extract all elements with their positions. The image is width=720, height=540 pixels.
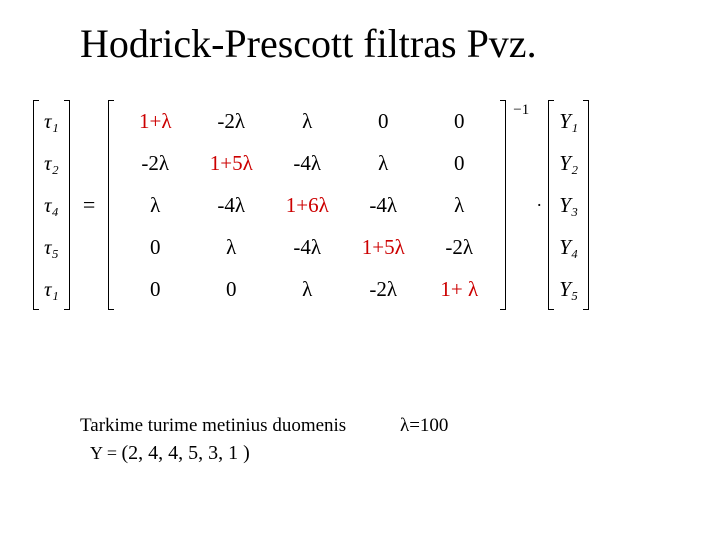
matrix-cell: 0	[117, 235, 193, 260]
matrix-cell: λ	[117, 193, 193, 218]
y-label: Y₂	[559, 151, 578, 176]
matrix-row: λ-4λ1+6λ-4λλ	[117, 193, 497, 218]
y-def-prefix: Y =	[90, 443, 121, 463]
matrix-cell: 1+λ	[117, 109, 193, 134]
y-label: Y₁	[559, 109, 578, 134]
matrix-cell: λ	[269, 109, 345, 134]
equals-sign: =	[73, 192, 105, 218]
matrix-cell: -4λ	[269, 151, 345, 176]
y-vector: Y₁ Y₂ Y₃ Y₄ Y₅	[545, 100, 592, 310]
matrix-cell: λ	[193, 235, 269, 260]
matrix-row: 00λ-2λ1+ λ	[117, 277, 497, 302]
note-text: Tarkime turime metinius duomenis	[80, 415, 346, 437]
matrix-cell: 0	[421, 109, 497, 134]
tau-label: τ₂	[44, 151, 59, 176]
matrix-cell: -4λ	[193, 193, 269, 218]
dot-operator: ·	[533, 195, 545, 216]
tau-label: τ₁	[44, 109, 59, 134]
matrix-cell: -4λ	[269, 235, 345, 260]
matrix-cell: -4λ	[345, 193, 421, 218]
matrix-cell: -2λ	[193, 109, 269, 134]
matrix: 1+λ-2λλ00-2λ1+5λ-4λλ0λ-4λ1+6λ-4λλ0λ-4λ1+…	[105, 100, 509, 310]
matrix-cell: -2λ	[421, 235, 497, 260]
matrix-cell: 1+ λ	[421, 277, 497, 302]
matrix-cell: λ	[421, 193, 497, 218]
matrix-cell: 0	[421, 151, 497, 176]
matrix-cell: 0	[345, 109, 421, 134]
y-definition: Y = (2, 4, 4, 5, 3, 1 )	[90, 442, 250, 465]
matrix-row: 0λ-4λ1+5λ-2λ	[117, 235, 497, 260]
tau-label: τ₅	[44, 235, 59, 260]
matrix-cell: 1+6λ	[269, 193, 345, 218]
matrix-cell: 0	[117, 277, 193, 302]
matrix-cell: λ	[345, 151, 421, 176]
page-title: Hodrick-Prescott filtras Pvz.	[80, 20, 537, 67]
tau-vector: τ₁ τ₂ τ₄ τ₅ τ₁	[30, 100, 73, 310]
matrix-row: 1+λ-2λλ00	[117, 109, 497, 134]
matrix-cell: λ	[269, 277, 345, 302]
inverse-superscript: −1	[509, 102, 533, 119]
equation: τ₁τ₂τ₄τ₅τ₁ = 1+λ-2λλ00-2λ1+5λ-4λλ0λ-4λ1+…	[30, 100, 705, 310]
matrix-cell: 1+5λ	[193, 151, 269, 176]
y-label: Y₅	[559, 277, 578, 302]
tau-label: τ₁	[44, 277, 59, 302]
matrix-row: -2λ1+5λ-4λλ0	[117, 151, 497, 176]
lambda-value: λ=100	[400, 415, 448, 437]
matrix-cell: 0	[193, 277, 269, 302]
matrix-cell: 1+5λ	[345, 235, 421, 260]
y-def-values: (2, 4, 4, 5, 3, 1 )	[121, 442, 249, 464]
tau-label: τ₄	[44, 193, 59, 218]
y-label: Y₄	[559, 235, 578, 260]
matrix-cell: -2λ	[345, 277, 421, 302]
y-label: Y₃	[559, 193, 578, 218]
matrix-cell: -2λ	[117, 151, 193, 176]
